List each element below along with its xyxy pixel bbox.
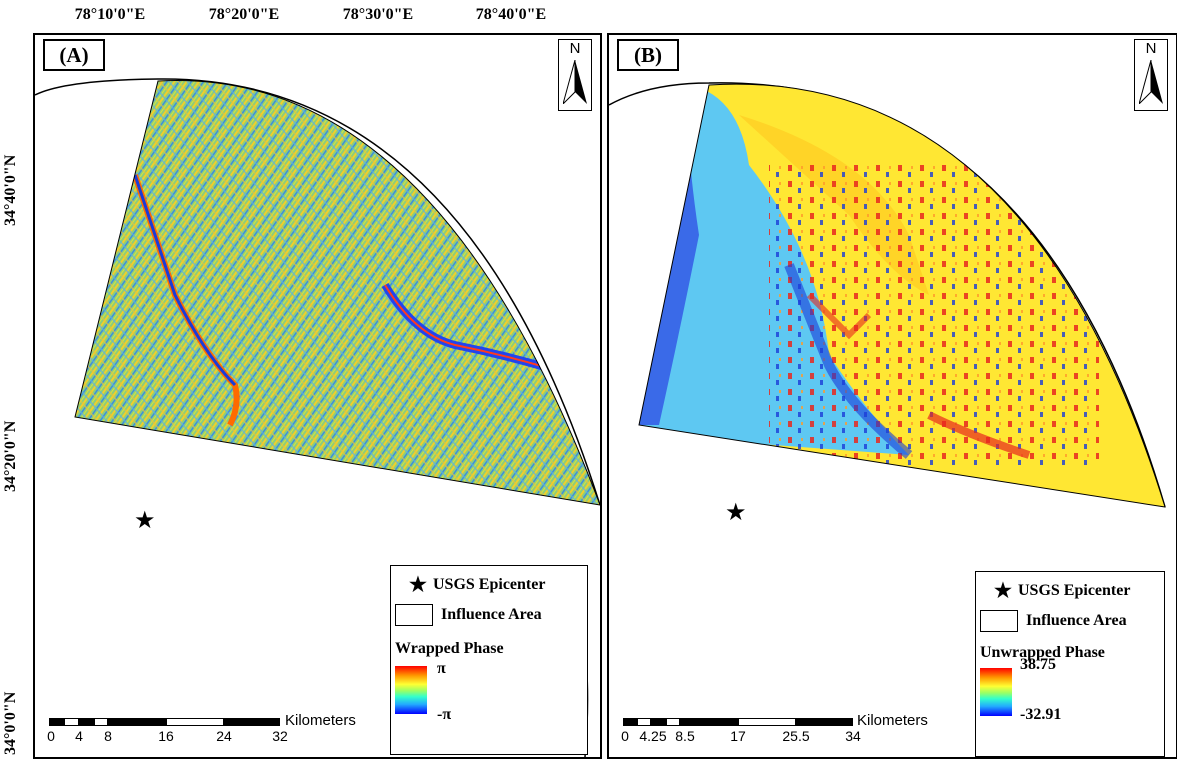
lat-label: 34°20'0"N	[2, 420, 19, 492]
north-arrow-icon	[563, 60, 587, 104]
scalebar-unit: Kilometers	[285, 712, 356, 729]
legend-influence-label: Influence Area	[441, 606, 542, 623]
ramp-low-label: -π	[437, 706, 452, 723]
usgs-epicenter-marker: ★	[134, 508, 156, 534]
panel-a-label: (A)	[43, 39, 105, 71]
wrapped-phase-color-ramp	[395, 666, 427, 714]
scalebar-tick: 0	[47, 728, 55, 744]
scalebar-tick: 24	[216, 728, 232, 744]
lon-label: 78°10'0"E	[74, 6, 146, 23]
legend-ramp-title: Wrapped Phase	[395, 640, 504, 657]
panel-b-unwrapped-phase-map: (B) N ★ ★ USGS Epicenter Influence Area …	[607, 33, 1177, 759]
legend-epicenter-row: ★ USGS Epicenter	[403, 572, 545, 597]
influence-area-swatch	[395, 604, 433, 626]
scalebar-tick: 17	[730, 728, 746, 744]
lat-label: 34°0'0"N	[2, 691, 19, 755]
usgs-epicenter-marker: ★	[725, 500, 747, 526]
scalebar-panel-b: Kilometers 0 4.25 8.5 17 25.5 34	[621, 712, 963, 752]
lat-label: 34°40'0"N	[2, 154, 19, 226]
legend-panel-b: ★ USGS Epicenter Influence Area Unwrappe…	[975, 571, 1165, 757]
lon-label: 78°30'0"E	[342, 6, 414, 23]
longitude-labels: 78°10'0"E 78°20'0"E 78°30'0"E 78°40'0"E	[0, 0, 600, 34]
scalebar-tick: 16	[158, 728, 174, 744]
legend-epicenter-label: USGS Epicenter	[433, 575, 546, 593]
legend-epicenter-row: ★ USGS Epicenter	[988, 578, 1130, 603]
unwrapped-phase-color-ramp	[980, 668, 1012, 716]
wrapped-phase-raster	[35, 78, 600, 757]
scalebar-unit: Kilometers	[857, 712, 928, 729]
ramp-low-label: -32.91	[1020, 706, 1062, 723]
influence-area-swatch	[980, 610, 1018, 632]
scalebar-tick: 8	[104, 728, 112, 744]
north-letter: N	[1145, 40, 1157, 57]
north-arrow-icon	[1139, 60, 1163, 104]
scalebar-tick: 8.5	[675, 728, 695, 744]
legend-ramp-title: Unwrapped Phase	[980, 644, 1105, 661]
scalebar-tick: 0	[621, 728, 629, 744]
legend-influence-row: Influence Area	[980, 610, 1127, 632]
north-arrow: N	[1134, 39, 1168, 111]
ramp-high-label: π	[437, 660, 446, 677]
north-arrow: N	[558, 39, 592, 111]
scalebar-tick: 32	[272, 728, 288, 744]
scalebar-tick: 4	[75, 728, 83, 744]
panel-a-wrapped-phase-map: (A) N ★ ★ USGS Epicenter Influence Area …	[33, 33, 602, 759]
influence-area-boundary	[35, 78, 600, 506]
scalebar-panel-a: Kilometers 0 4 8 16 24 32	[47, 712, 389, 752]
ramp-high-label: 38.75	[1020, 656, 1056, 673]
lon-label: 78°20'0"E	[208, 6, 280, 23]
scalebar-tick: 4.25	[639, 728, 667, 744]
lon-label: 78°40'0"E	[475, 6, 547, 23]
legend-influence-row: Influence Area	[395, 604, 542, 626]
unwrapped-phase-raster	[609, 82, 1166, 757]
scalebar-tick: 34	[845, 728, 861, 744]
scalebar-tick: 25.5	[782, 728, 810, 744]
legend-panel-a: ★ USGS Epicenter Influence Area Wrapped …	[390, 565, 588, 755]
star-icon: ★	[994, 580, 1012, 602]
legend-epicenter-label: USGS Epicenter	[1018, 581, 1131, 599]
north-letter: N	[569, 40, 581, 57]
panel-b-label: (B)	[617, 39, 679, 71]
legend-influence-label: Influence Area	[1026, 612, 1127, 629]
star-icon: ★	[409, 574, 427, 596]
